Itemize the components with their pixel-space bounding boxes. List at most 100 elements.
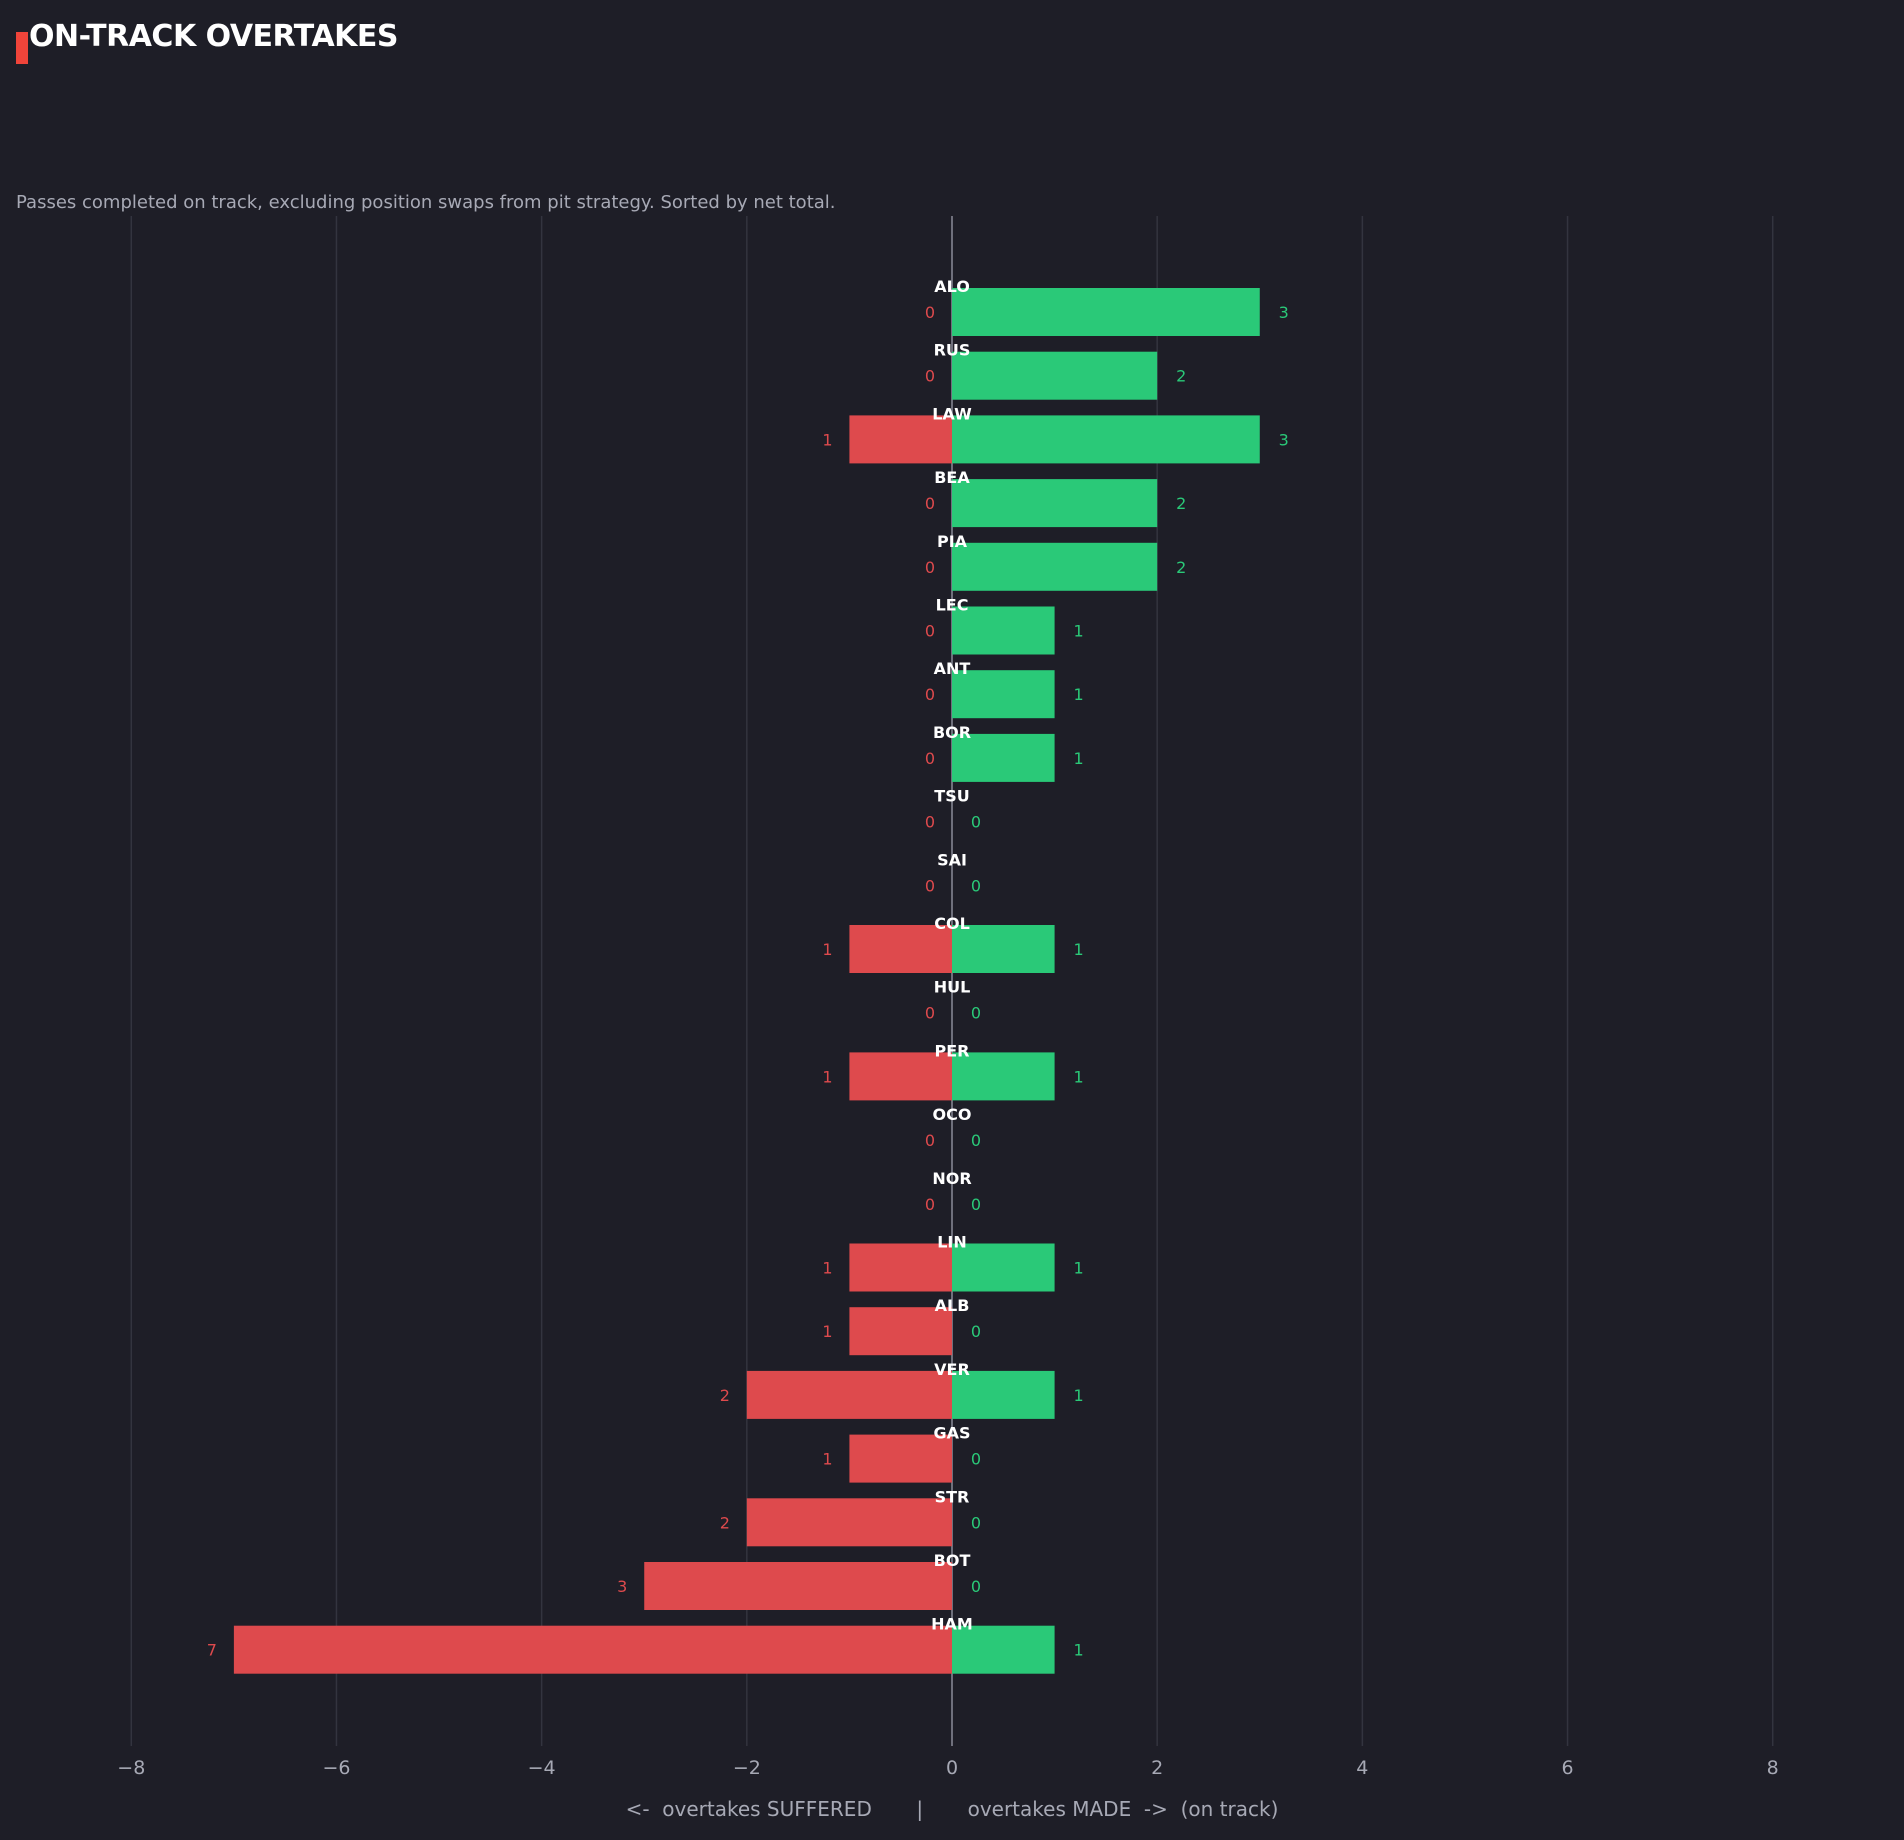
driver-label: LAW [932,404,972,423]
driver-label: HAM [931,1615,973,1634]
driver-label: LIN [937,1233,967,1252]
x-tick-label: −6 [322,1757,350,1779]
x-tick-label: 4 [1356,1757,1368,1779]
suffered-bar [849,415,952,464]
driver-label: STR [935,1487,970,1506]
made-value-label: 1 [1073,622,1083,641]
made-value-label: 0 [971,1004,981,1023]
driver-label: BOT [934,1551,971,1570]
made-bar [952,1625,1055,1674]
suffered-bar [849,925,952,973]
suffered-bar [849,1434,952,1483]
made-bar [952,479,1158,528]
made-bar [952,1243,1055,1292]
driver-label: LEC [936,596,969,615]
driver-label: GAS [933,1424,970,1443]
suffered-value-label: 0 [925,367,935,386]
made-value-label: 1 [1073,1386,1083,1405]
suffered-bar [849,1307,952,1356]
driver-label: SAI [937,850,967,869]
made-value-label: 1 [1073,749,1083,768]
driver-label: BEA [934,468,970,487]
suffered-value-label: 0 [925,558,935,577]
made-value-label: 1 [1073,1641,1083,1660]
made-value-label: 0 [971,876,981,895]
made-value-label: 0 [971,1131,981,1150]
made-value-label: 1 [1073,685,1083,704]
x-tick-label: 6 [1561,1757,1573,1779]
x-tick-label: −8 [117,1757,145,1779]
x-tick-label: −4 [528,1757,556,1779]
made-value-label: 0 [971,1450,981,1469]
suffered-value-label: 0 [925,1131,935,1150]
made-value-label: 3 [1279,430,1289,449]
made-value-label: 2 [1176,558,1186,577]
driver-label: OCO [933,1105,972,1124]
driver-label: ANT [934,659,971,678]
made-value-label: 1 [1073,1259,1083,1278]
driver-label: PER [935,1041,970,1060]
suffered-value-label: 0 [925,303,935,322]
driver-label: HUL [934,978,971,997]
suffered-value-label: 0 [925,1004,935,1023]
suffered-value-label: 3 [617,1577,627,1596]
suffered-bar [233,1625,953,1674]
made-bar [952,288,1260,336]
made-value-label: 2 [1176,367,1186,386]
made-value-label: 0 [971,1577,981,1596]
made-bar [952,351,1158,400]
suffered-value-label: 0 [925,494,935,513]
driver-label: COL [934,914,970,933]
x-tick-label: 8 [1767,1757,1779,1779]
chart-title: ON-TRACK OVERTAKES [29,19,399,54]
suffered-value-label: 0 [925,1195,935,1214]
suffered-value-label: 1 [822,1067,832,1086]
made-bar [952,1370,1055,1419]
made-value-label: 0 [971,1513,981,1532]
suffered-value-label: 0 [925,876,935,895]
made-bar [952,733,1055,782]
made-value-label: 0 [971,1322,981,1341]
made-bar [952,925,1055,973]
suffered-bar [746,1498,952,1547]
driver-label: ALB [935,1296,970,1315]
suffered-value-label: 1 [822,430,832,449]
driver-label: VER [934,1360,970,1379]
made-bar [952,542,1158,591]
made-bar [952,1052,1055,1101]
driver-label: TSU [934,787,969,806]
suffered-value-label: 0 [925,813,935,832]
suffered-bar [849,1243,952,1292]
driver-label: RUS [934,341,971,360]
driver-label: BOR [933,723,971,742]
x-tick-label: 2 [1151,1757,1163,1779]
x-axis-label: <- overtakes SUFFERED | overtakes MADE -… [626,1797,1279,1821]
x-axis-ticks: −8 −6 −4 −2 0 2 4 6 8 [117,1757,1778,1779]
made-value-label: 3 [1279,303,1289,322]
made-bar [952,606,1055,655]
x-tick-label: −2 [733,1757,761,1779]
suffered-value-label: 0 [925,685,935,704]
made-bar [952,415,1260,464]
bars [233,288,1260,1674]
driver-label: PIA [937,532,968,551]
made-bar [952,670,1055,719]
suffered-value-label: 1 [822,1450,832,1469]
chart-subtitle: Passes completed on track, excluding pos… [16,192,836,213]
made-value-label: 0 [971,1195,981,1214]
suffered-bar [849,1052,952,1101]
suffered-value-label: 1 [822,1322,832,1341]
suffered-value-label: 7 [207,1641,217,1660]
made-value-label: 2 [1176,494,1186,513]
title-accent-bar [16,32,28,64]
suffered-bar [746,1370,952,1419]
suffered-bar [644,1562,952,1610]
x-tick-label: 0 [946,1757,958,1779]
suffered-value-label: 1 [822,1259,832,1278]
made-value-label: 1 [1073,1067,1083,1086]
grid-lines [130,216,1774,1746]
driver-label: ALO [934,277,970,296]
suffered-value-label: 1 [822,940,832,959]
